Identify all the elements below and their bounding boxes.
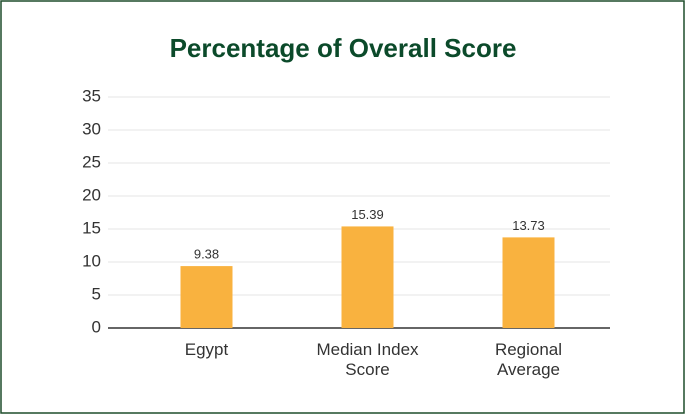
y-tick-label: 35 [82,86,101,105]
y-tick-label: 20 [82,185,101,204]
value-label: 13.73 [512,218,545,233]
bar [341,226,394,328]
y-tick-label: 25 [82,152,101,171]
x-tick-label: Median Index Score [316,340,419,379]
y-tick-label: 0 [92,317,101,336]
value-label: 15.39 [351,207,384,222]
bar [180,266,233,328]
x-tick-label: Regional Average [494,340,563,379]
bar [502,237,555,328]
y-tick-label: 10 [82,251,101,270]
y-tick-label: 30 [82,119,101,138]
chart-title: Percentage of Overall Score [170,33,517,63]
y-tick-label: 5 [92,284,101,303]
value-label: 9.38 [194,247,219,262]
x-tick-label: Egypt [184,340,229,359]
y-tick-label: 15 [82,218,101,237]
